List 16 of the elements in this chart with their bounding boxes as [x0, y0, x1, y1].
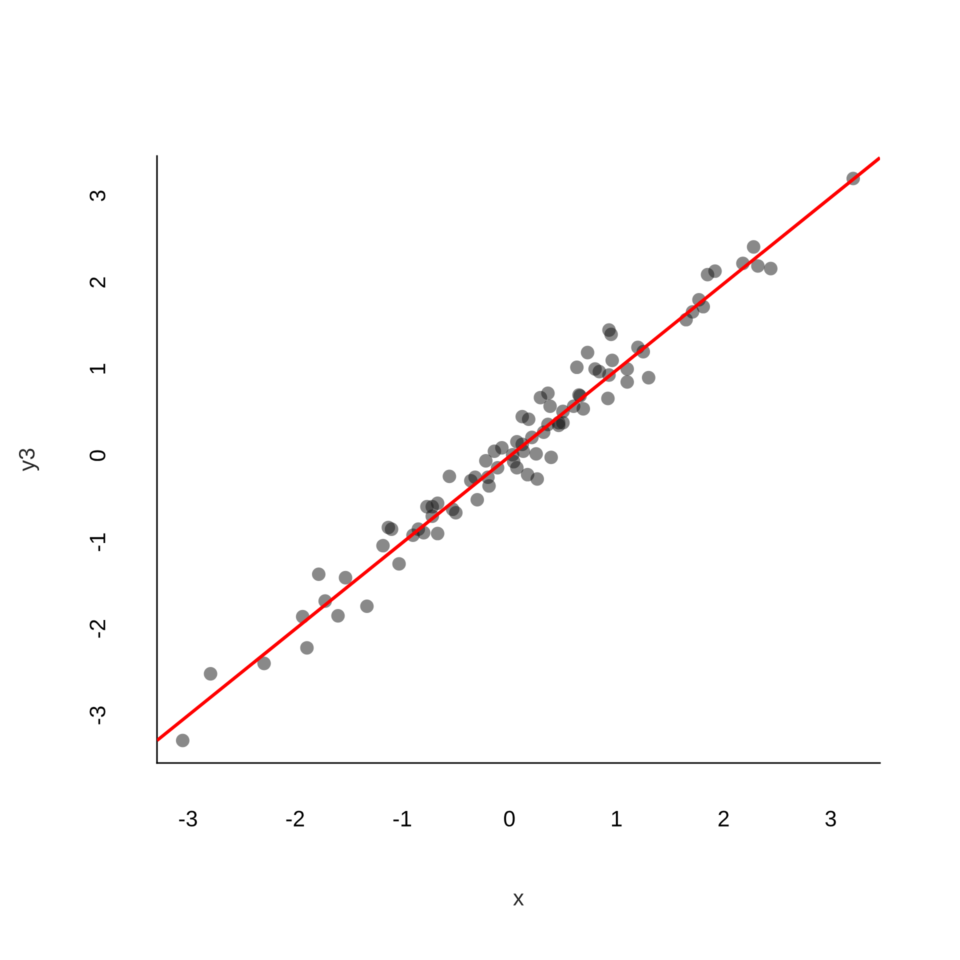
y-axis-title: y3 [18, 448, 40, 472]
y-tick-label: 3 [90, 190, 106, 202]
y-tick-label: 1 [90, 364, 106, 374]
y-tick-label: -2 [90, 620, 106, 638]
x-tick-label: 3 [825, 810, 836, 827]
y-tick-label: 0 [90, 450, 106, 461]
x-tick-label: -1 [393, 811, 412, 826]
y-tick-label: -3 [90, 706, 106, 724]
y-tick-label: -1 [90, 533, 106, 552]
x-tick-label: 0 [504, 810, 515, 827]
x-tick-label: -2 [286, 810, 304, 826]
x-tick-label: -3 [179, 810, 197, 827]
x-tick-label: 2 [718, 810, 729, 826]
x-tick-label: 1 [612, 811, 622, 826]
x-axis-title: x [513, 894, 524, 906]
y-tick-label: 2 [90, 277, 106, 288]
